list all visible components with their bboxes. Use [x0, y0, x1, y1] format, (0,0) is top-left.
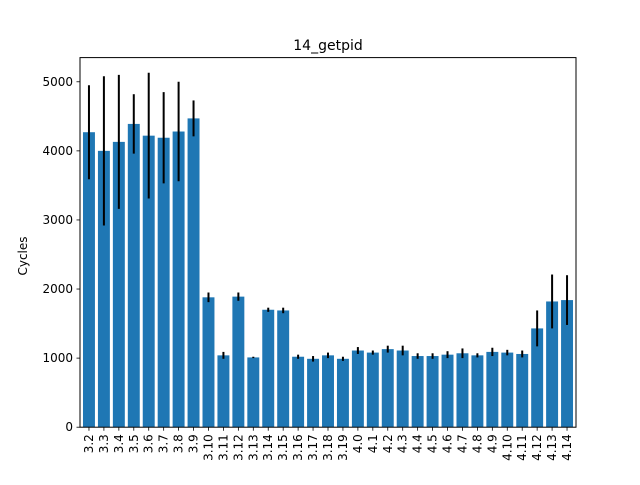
x-axis: 3.2 3.3 3.4 3.5 3.6 3.7 3.8 3.9 3.10 3.11 3.12 3.13… — [82, 427, 574, 461]
bar — [411, 356, 424, 428]
bar — [202, 297, 215, 428]
x-tick-label: 3.16 — [291, 434, 305, 461]
bar — [322, 355, 334, 428]
bar — [217, 355, 230, 428]
x-tick-label: 4.8 — [470, 434, 484, 453]
bar — [262, 309, 275, 428]
x-tick-label: 3.8 — [172, 434, 186, 453]
y-tick-label: 5000 — [42, 75, 73, 89]
x-tick-label: 3.6 — [142, 434, 156, 453]
x-tick-label: 3.15 — [276, 434, 290, 461]
bar — [471, 355, 484, 428]
bar — [546, 301, 559, 428]
x-tick-label: 4.1 — [366, 434, 380, 453]
x-tick-label: 4.2 — [381, 434, 395, 453]
bar — [232, 296, 245, 428]
bar — [292, 356, 305, 428]
x-tick-label: 4.0 — [351, 434, 365, 453]
x-tick-label: 3.13 — [246, 434, 260, 461]
x-tick-label: 3.9 — [187, 434, 201, 453]
x-tick-label: 3.12 — [231, 434, 245, 461]
bar — [351, 350, 364, 428]
y-axis: 0 1000 2000 3000 4000 5000 — [42, 75, 80, 434]
bar — [531, 328, 544, 428]
x-tick-label: 4.5 — [426, 434, 440, 453]
plot-frame — [79, 57, 577, 428]
error-bars-group — [87, 72, 569, 362]
y-tick-label: 1000 — [42, 351, 73, 365]
x-tick-label: 4.12 — [530, 434, 544, 461]
x-tick-label: 4.14 — [560, 434, 574, 461]
bar — [97, 150, 110, 428]
x-tick-label: 3.3 — [97, 434, 111, 453]
bar — [561, 300, 574, 428]
y-tick-label: 2000 — [42, 282, 73, 296]
bar — [112, 141, 125, 428]
x-tick-label: 3.2 — [82, 434, 96, 453]
y-tick-label: 3000 — [42, 213, 73, 227]
bar — [187, 118, 200, 428]
x-tick-label: 4.6 — [441, 434, 455, 453]
x-tick-label: 3.10 — [201, 434, 215, 461]
bar — [277, 310, 290, 428]
bar — [336, 358, 349, 428]
bar — [381, 349, 394, 428]
bar — [516, 353, 529, 428]
x-tick-label: 4.11 — [515, 434, 529, 461]
x-tick-label: 3.7 — [157, 434, 171, 453]
x-tick-label: 3.5 — [127, 434, 141, 453]
bar — [486, 351, 499, 428]
bar — [82, 132, 95, 428]
x-tick-label: 3.4 — [112, 434, 126, 453]
x-tick-label: 4.7 — [455, 434, 469, 453]
y-axis-label: Cycles — [16, 236, 30, 275]
bar — [441, 354, 454, 428]
x-tick-label: 4.3 — [396, 434, 410, 453]
x-tick-label: 3.17 — [306, 434, 320, 461]
x-tick-label: 3.14 — [261, 434, 275, 461]
x-tick-label: 4.10 — [500, 434, 514, 461]
bar — [396, 350, 409, 428]
bar — [307, 358, 320, 428]
bars-group — [82, 118, 574, 428]
y-tick-label: 4000 — [42, 144, 73, 158]
y-tick-label: 0 — [65, 420, 73, 434]
chart-title: 14_getpid — [293, 38, 362, 54]
bar — [456, 353, 469, 428]
bar — [157, 137, 170, 428]
x-tick-label: 4.9 — [485, 434, 499, 453]
bar — [247, 357, 260, 428]
x-tick-label: 4.4 — [411, 434, 425, 453]
x-tick-label: 3.18 — [321, 434, 335, 461]
x-tick-label: 3.11 — [216, 434, 230, 461]
bar — [501, 352, 514, 428]
x-tick-label: 3.19 — [336, 434, 350, 461]
bar — [172, 131, 185, 428]
bar — [127, 123, 140, 428]
bar — [426, 356, 439, 428]
bar — [366, 352, 379, 428]
x-tick-label: 4.13 — [545, 434, 559, 461]
bar — [142, 135, 155, 428]
